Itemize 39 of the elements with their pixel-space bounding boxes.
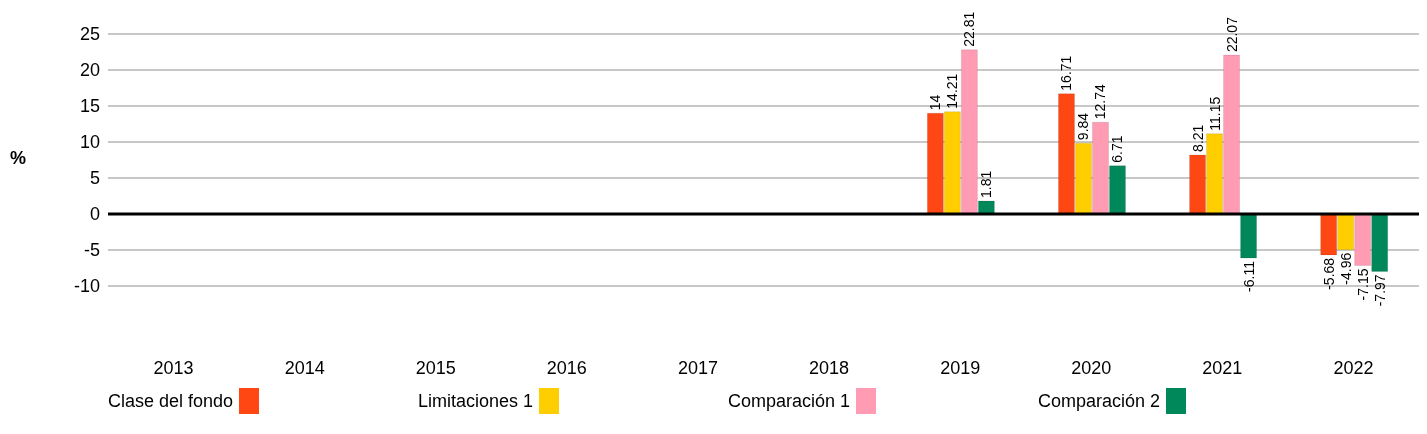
legend-label: Limitaciones 1 [418,390,534,412]
y-tick-label: -5 [83,240,100,261]
x-tick-label: 2021 [1202,358,1243,378]
legend-label: Clase del fondo [108,390,234,412]
y-tick-label: 25 [79,24,100,45]
data-label: -4.96 [1337,252,1354,285]
x-tick-label: 2022 [1333,358,1374,378]
data-label: -6.11 [1240,260,1257,292]
legend-label: Comparación 2 [1038,390,1161,412]
x-tick-label: 2014 [284,358,325,378]
data-label: 9.84 [1075,112,1092,141]
data-label: 1.81 [978,170,995,198]
x-tick-label: 2016 [546,358,587,378]
x-tick-label: 2015 [415,358,456,378]
data-label: 6.71 [1109,135,1126,163]
y-tick-label: -10 [73,276,100,297]
y-axis-title: % [10,148,27,169]
data-label: 11.15 [1206,96,1223,131]
data-label: -7.97 [1371,274,1388,307]
y-tick-label: 5 [89,168,100,189]
x-tick-label: 2018 [809,358,850,378]
y-tick-label: 0 [89,204,100,225]
y-tick-label: 15 [79,96,100,117]
y-tick-label: 20 [79,60,100,81]
data-label: 16.71 [1058,55,1075,91]
data-label: -7.15 [1354,268,1371,301]
x-tick-label: 2019 [940,358,981,378]
x-tick-label: 2020 [1071,358,1112,378]
data-label: 14.21 [944,73,961,109]
y-tick-label: 10 [79,132,100,153]
data-label: -5.68 [1320,257,1337,290]
data-label: 14 [927,94,944,111]
legend-label: Comparación 1 [728,390,851,412]
data-label: 8.21 [1189,124,1206,152]
data-label: 22.07 [1223,16,1240,53]
data-label: 22.81 [961,11,978,47]
x-tick-label: 2017 [677,358,718,378]
x-tick-label: 2013 [153,358,194,378]
data-label: 12.74 [1092,84,1109,120]
